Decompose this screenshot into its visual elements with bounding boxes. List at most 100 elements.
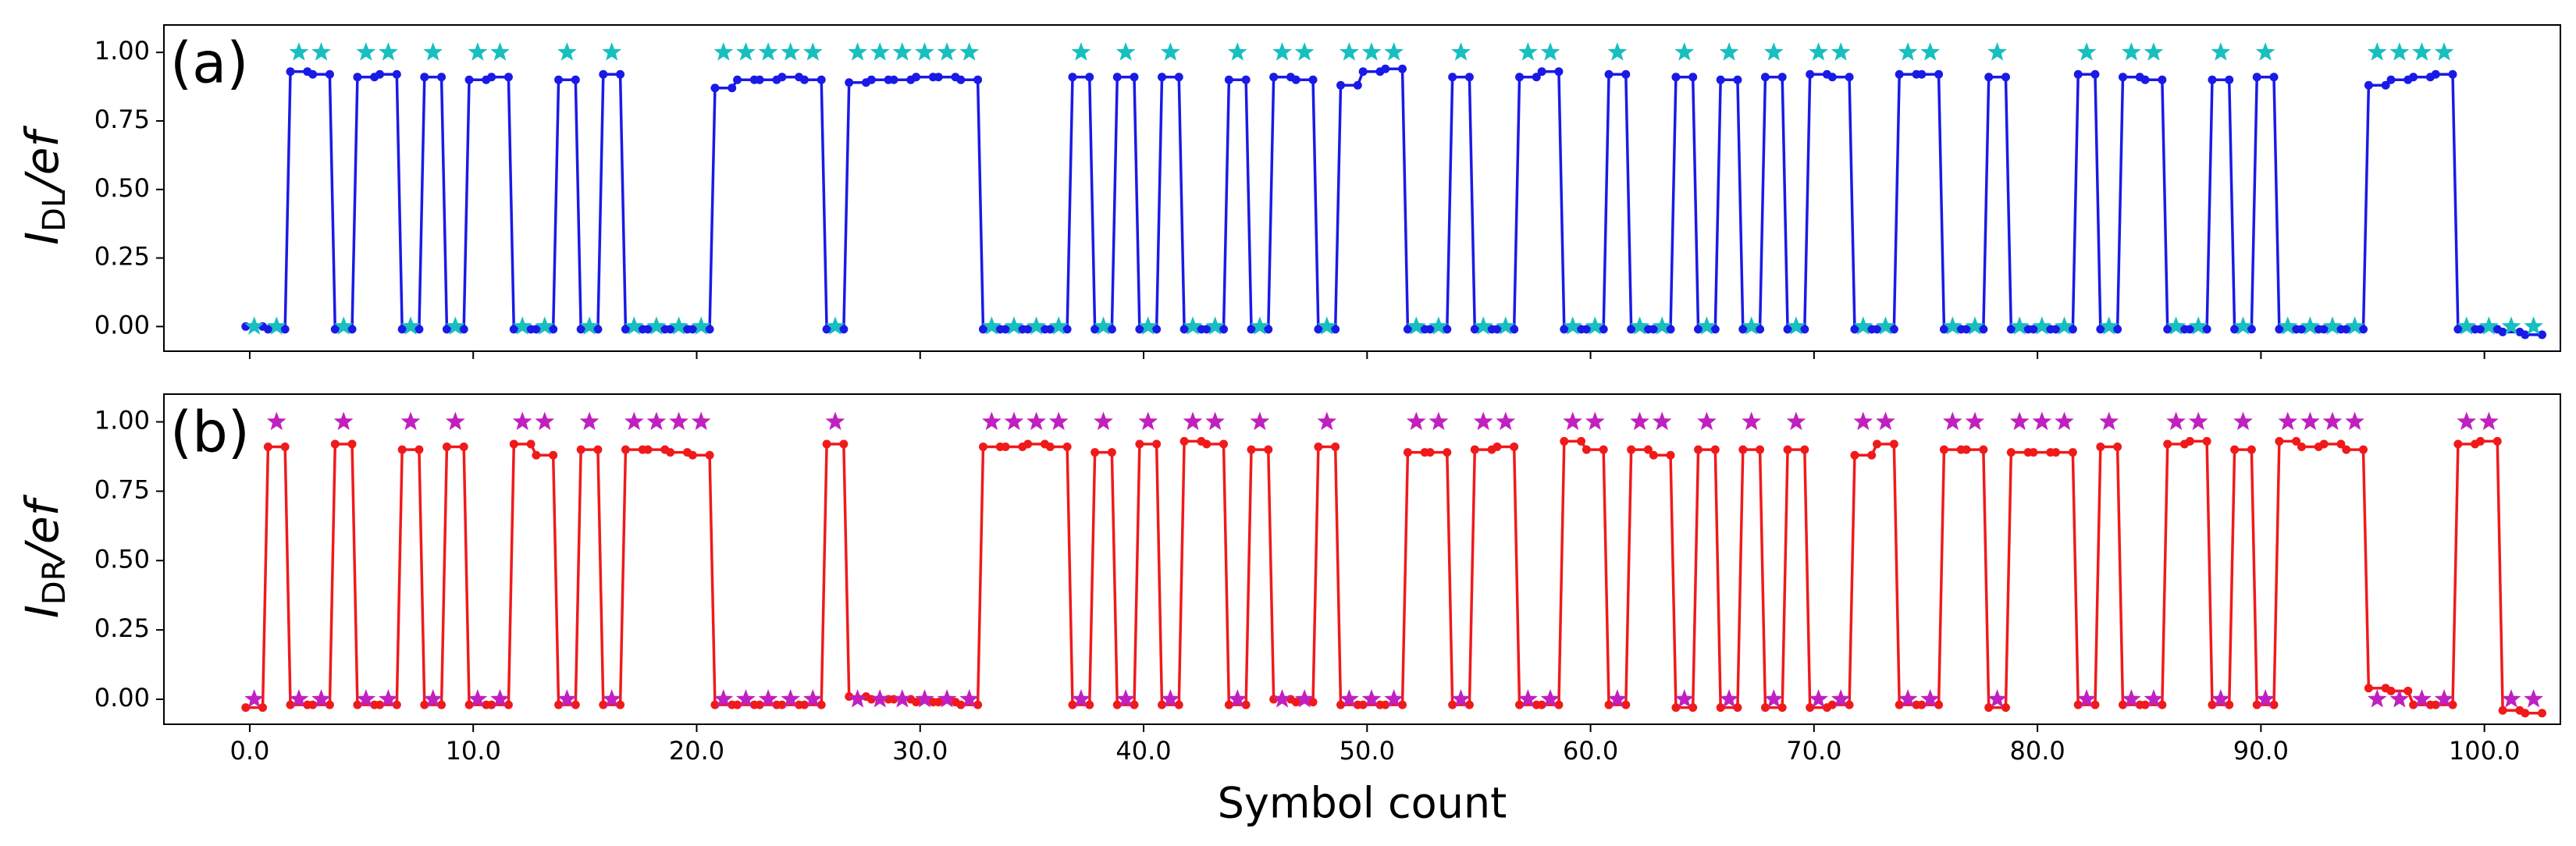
star-marker	[624, 411, 644, 431]
connector	[1803, 450, 1812, 708]
star-marker	[512, 316, 532, 335]
point	[1873, 325, 1882, 334]
point	[1381, 64, 1390, 73]
connector	[2451, 74, 2460, 329]
connector	[1177, 76, 1186, 329]
point	[2386, 75, 2396, 84]
axes-frame	[163, 24, 2561, 352]
connector	[1937, 74, 1946, 329]
star-marker	[1138, 411, 1158, 431]
point	[889, 75, 898, 84]
connector	[1468, 76, 1477, 329]
point	[2521, 709, 2530, 718]
point	[1336, 80, 1346, 90]
point	[1045, 443, 1055, 452]
point	[643, 325, 653, 334]
connector	[820, 80, 828, 329]
star-marker	[2233, 316, 2253, 335]
star-marker	[1361, 42, 1382, 61]
connector	[2161, 80, 2169, 329]
star-marker	[1094, 411, 1113, 431]
star-marker	[1585, 316, 1605, 335]
point	[1671, 73, 1681, 82]
star-marker	[1987, 689, 2007, 708]
y-tick-label: 0.50	[94, 173, 150, 203]
connector	[1781, 76, 1789, 329]
star-marker	[1227, 42, 1247, 61]
point	[2230, 325, 2240, 334]
connector	[2227, 450, 2236, 706]
star-marker	[2389, 689, 2410, 708]
connector	[1110, 76, 1119, 329]
connector	[820, 443, 828, 706]
point	[2476, 436, 2485, 446]
connector	[2227, 80, 2236, 329]
y-tick-label: 0.25	[94, 613, 150, 643]
star-marker	[713, 689, 734, 708]
star-marker	[468, 42, 488, 61]
point	[1962, 325, 1971, 334]
connector	[1624, 450, 1633, 706]
connector	[2451, 443, 2460, 706]
connector	[2071, 74, 2080, 329]
connector	[1557, 71, 1566, 329]
connector	[842, 82, 851, 329]
connector	[596, 74, 605, 329]
point	[934, 698, 943, 707]
connector	[1333, 446, 1343, 706]
connector	[1468, 450, 1477, 706]
connector	[2115, 76, 2125, 329]
point	[912, 73, 921, 82]
star-marker	[1496, 316, 1516, 335]
star-marker	[892, 42, 913, 61]
y-tick-label: 1.00	[94, 36, 150, 66]
point	[956, 700, 966, 709]
connector	[261, 446, 270, 708]
connector	[418, 76, 426, 329]
star-marker	[1048, 316, 1069, 335]
point	[1269, 73, 1279, 82]
point	[442, 325, 451, 334]
star-marker	[2367, 689, 2387, 708]
star-marker	[1764, 689, 1784, 708]
star-marker	[1115, 689, 1136, 708]
star-marker	[713, 42, 734, 61]
axes-frame	[163, 393, 2561, 725]
star-marker	[2255, 42, 2275, 61]
point	[1627, 445, 1636, 454]
point	[1358, 67, 1368, 76]
star-marker	[333, 411, 354, 431]
point	[1001, 443, 1010, 452]
point	[532, 325, 541, 334]
point	[1023, 325, 1033, 334]
star-marker	[311, 689, 331, 708]
point	[420, 73, 429, 82]
connector	[1624, 74, 1633, 329]
star-marker	[2233, 411, 2253, 431]
panel-label: (b)	[170, 400, 250, 465]
star-marker	[982, 316, 1002, 335]
connector	[462, 80, 471, 329]
star-marker	[1898, 689, 1918, 708]
connector	[1736, 80, 1745, 329]
star-marker	[1250, 316, 1270, 335]
connector	[395, 74, 404, 329]
point	[375, 69, 385, 79]
connector	[507, 443, 516, 706]
star-marker	[2524, 689, 2543, 708]
connector	[1222, 443, 1231, 706]
star-marker	[2479, 316, 2499, 335]
point	[392, 700, 401, 709]
connector	[1602, 450, 1610, 706]
y-label-subscript: DR	[37, 559, 73, 605]
star-marker	[1764, 42, 1784, 61]
connector	[1155, 76, 1164, 329]
point	[397, 325, 407, 334]
connector	[328, 74, 337, 329]
star-marker	[1317, 316, 1337, 335]
point	[1984, 703, 1994, 713]
connector	[1087, 452, 1097, 706]
star-marker	[1429, 411, 1449, 431]
star-marker	[602, 42, 622, 61]
point	[1247, 325, 1256, 334]
